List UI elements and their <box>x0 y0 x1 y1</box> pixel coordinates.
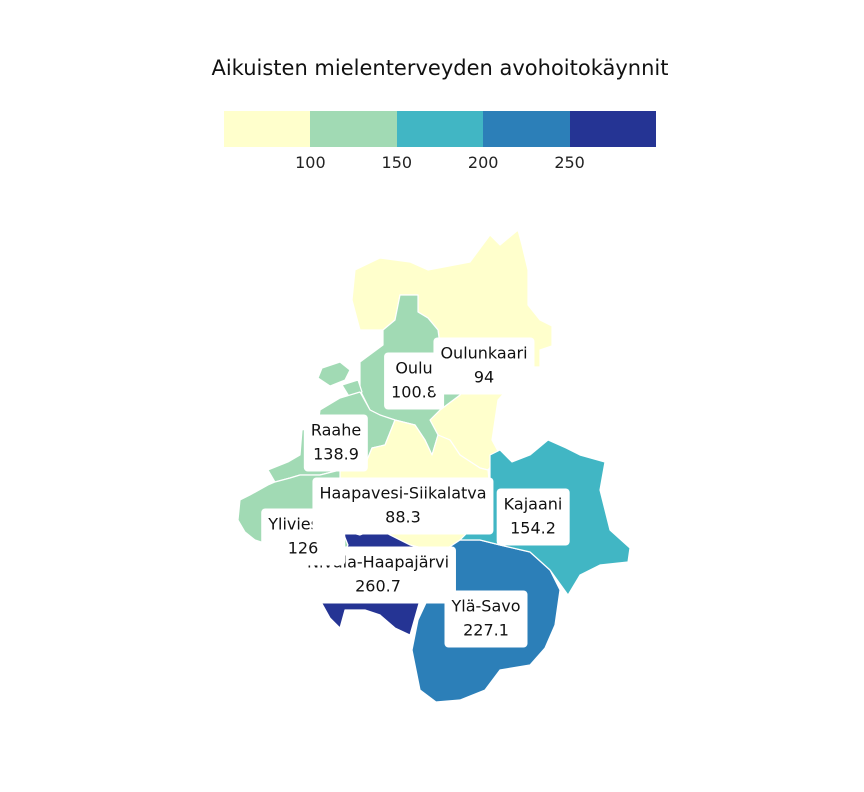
label-haapavesi-siikalatva: Haapavesi-Siikalatva 88.3 <box>312 477 494 535</box>
legend-swatch-4 <box>483 111 570 147</box>
label-value: 138.9 <box>313 444 359 464</box>
label-value: 126 <box>287 538 319 558</box>
legend-ticks: 100 150 200 250 <box>224 153 656 175</box>
label-value: 88.3 <box>385 507 421 527</box>
region-oulu-island <box>317 361 351 387</box>
label-name: Raahe <box>310 420 362 440</box>
label-oulunkaari: Oulunkaari 94 <box>433 337 535 395</box>
label-kajaani: Kajaani 154.2 <box>496 488 570 546</box>
legend-tick: 100 <box>295 153 326 172</box>
label-value: 154.2 <box>510 518 556 538</box>
label-name: Oulunkaari <box>440 343 528 363</box>
legend-swatch-2 <box>310 111 397 147</box>
label-value: 100.8 <box>391 382 437 402</box>
label-name: Haapavesi-Siikalatva <box>319 483 487 503</box>
legend-tick: 250 <box>554 153 585 172</box>
map-title: Aikuisten mielenterveyden avohoitokäynni… <box>211 56 669 80</box>
label-name: Ylä-Savo <box>451 596 521 616</box>
label-value: 227.1 <box>463 620 509 640</box>
label-value: 260.7 <box>355 576 401 596</box>
legend-swatch-5 <box>569 111 657 147</box>
label-value: 94 <box>473 367 495 387</box>
color-legend <box>224 111 657 147</box>
label-raahe: Raahe 138.9 <box>303 414 369 472</box>
legend-swatch-3 <box>396 111 484 147</box>
label-name: Kajaani <box>503 494 563 514</box>
label-yla-savo: Ylä-Savo 227.1 <box>444 590 528 648</box>
label-name: Oulu <box>395 358 433 378</box>
legend-tick: 200 <box>467 153 499 172</box>
legend-tick: 150 <box>381 153 413 172</box>
legend-swatch-1 <box>224 111 311 147</box>
